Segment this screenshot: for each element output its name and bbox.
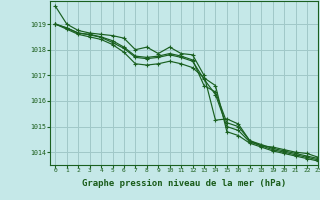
X-axis label: Graphe pression niveau de la mer (hPa): Graphe pression niveau de la mer (hPa): [82, 179, 286, 188]
